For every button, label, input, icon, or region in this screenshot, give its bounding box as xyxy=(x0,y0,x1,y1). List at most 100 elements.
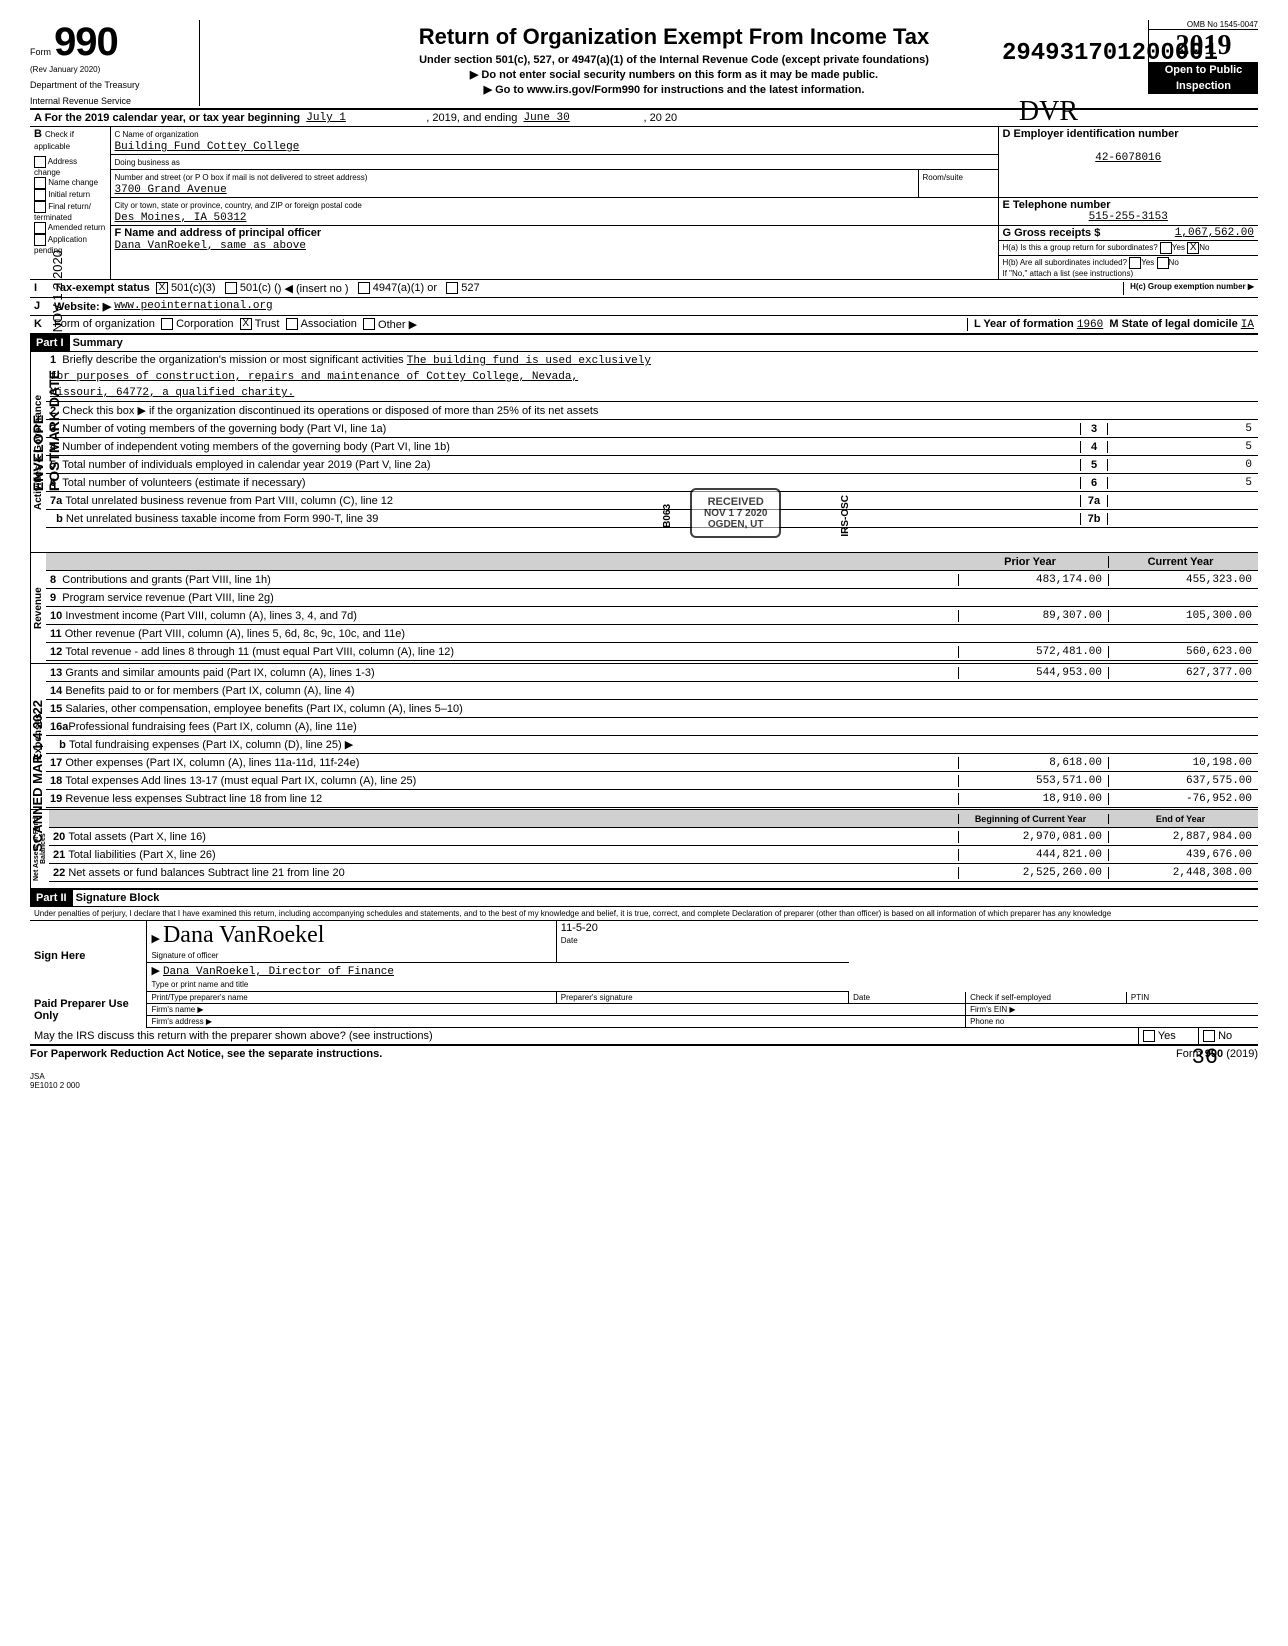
officer-signature: Dana VanRoekel xyxy=(163,922,325,948)
line1-text2: for purposes of construction, repairs an… xyxy=(46,369,1258,385)
street-value: 3700 Grand Avenue xyxy=(115,184,227,196)
ptin-label: PTIN xyxy=(1126,992,1258,1004)
discuss-yes[interactable] xyxy=(1143,1030,1155,1042)
part-ii-title: Signature Block xyxy=(76,892,160,904)
line20: Total assets (Part X, line 16) xyxy=(68,831,206,843)
p8: 483,174.00 xyxy=(958,574,1108,586)
p21: 444,821.00 xyxy=(958,849,1108,861)
check-amended[interactable]: Amended return xyxy=(34,222,106,234)
year-formation: 1960 xyxy=(1077,319,1103,331)
p22: 2,525,260.00 xyxy=(958,867,1108,879)
page-number: 36 xyxy=(1192,1045,1218,1070)
c17: 10,198.00 xyxy=(1108,757,1258,769)
line17: Other expenses (Part IX, column (A), lin… xyxy=(65,757,359,769)
initials-handwritten: DVR xyxy=(1019,96,1078,128)
ein-value: 42-6078016 xyxy=(1003,152,1255,164)
section-f-label: F Name and address of principal officer xyxy=(115,227,322,239)
line9: Program service revenue (Part VIII, line… xyxy=(62,592,274,604)
check-final[interactable]: Final return/ terminated xyxy=(34,201,106,222)
check-527[interactable] xyxy=(446,282,458,294)
side-revenue: Revenue xyxy=(30,553,46,663)
p10: 89,307.00 xyxy=(958,610,1108,622)
website-value: www.peointernational.org xyxy=(114,300,272,313)
check-501c[interactable] xyxy=(225,282,237,294)
check-4947[interactable] xyxy=(358,282,370,294)
ha-yes[interactable] xyxy=(1160,242,1172,254)
check-assoc[interactable] xyxy=(286,318,298,330)
val6: 5 xyxy=(1108,477,1258,489)
check-trust[interactable]: X xyxy=(240,318,252,330)
scanned-stamp: SCANNED MAR 1 4 2022 xyxy=(30,700,45,852)
line16a: Professional fundraising fees (Part IX, … xyxy=(68,721,356,733)
line11: Other revenue (Part VIII, column (A), li… xyxy=(65,628,405,640)
dba-label: Doing business as xyxy=(115,158,180,167)
part-i-header: Part I xyxy=(30,335,70,351)
irs-osc-stamp: IRS-OSC xyxy=(840,495,851,537)
form-title: Return of Organization Exempt From Incom… xyxy=(210,24,1138,50)
paid-preparer-label: Paid Preparer Use Only xyxy=(34,998,129,1022)
ha-no[interactable]: X xyxy=(1187,242,1199,254)
check-501c3[interactable]: X xyxy=(156,282,168,294)
postmark-date: NOV 1 2 2020 xyxy=(50,250,65,332)
check-corp[interactable] xyxy=(161,318,173,330)
room-label: Room/suite xyxy=(923,173,963,182)
check-pending[interactable]: Application pending xyxy=(34,234,106,255)
officer-name: Dana VanRoekel, same as above xyxy=(115,240,306,252)
eoy-header: End of Year xyxy=(1108,814,1258,824)
val5: 0 xyxy=(1108,459,1258,471)
line-a-label: A For the 2019 calendar year, or tax yea… xyxy=(34,112,300,124)
jsa: JSA xyxy=(30,1072,1258,1081)
line15: Salaries, other compensation, employee b… xyxy=(65,703,462,715)
val4: 5 xyxy=(1108,441,1258,453)
received-stamp: RECEIVED NOV 1 7 2020 OGDEN, UT xyxy=(690,488,781,538)
subtitle-2: ▶ Do not enter social security numbers o… xyxy=(210,68,1138,81)
line-k-label: Form of organization xyxy=(54,318,155,331)
hb-yes[interactable] xyxy=(1129,257,1141,269)
check-other[interactable] xyxy=(363,318,375,330)
prep-name-label: Print/Type preparer's name xyxy=(147,992,556,1004)
section-ha-label: H(a) Is this a group return for subordin… xyxy=(1003,243,1158,252)
state-domicile: IA xyxy=(1241,319,1254,331)
check-address[interactable]: Address change xyxy=(34,156,106,177)
p19: 18,910.00 xyxy=(958,793,1108,805)
line18: Total expenses Add lines 13-17 (must equ… xyxy=(65,775,416,787)
city-value: Des Moines, IA 50312 xyxy=(115,212,247,224)
p20: 2,970,081.00 xyxy=(958,831,1108,843)
hb-no[interactable] xyxy=(1157,257,1169,269)
line1-text1: The building fund is used exclusively xyxy=(407,355,651,367)
section-b-label: B xyxy=(34,128,42,140)
c21: 439,676.00 xyxy=(1108,849,1258,861)
current-year-header: Current Year xyxy=(1108,556,1258,568)
sig-label: Signature of officer xyxy=(151,951,218,960)
line-a-mid: , 2019, and ending xyxy=(426,112,517,124)
check-initial[interactable]: Initial return xyxy=(34,189,106,201)
line-i-label: Tax-exempt status xyxy=(54,282,150,295)
firm-ein: Firm's EIN ▶ xyxy=(966,1004,1258,1016)
section-e-label: E Telephone number xyxy=(1003,199,1111,211)
line19: Revenue less expenses Subtract line 18 f… xyxy=(65,793,322,805)
check-name[interactable]: Name change xyxy=(34,177,106,189)
line-m-label: M State of legal domicile xyxy=(1109,318,1237,330)
c20: 2,887,984.00 xyxy=(1108,831,1258,843)
dept-irs: Internal Revenue Service xyxy=(30,96,191,106)
line7b: Net unrelated business taxable income fr… xyxy=(66,513,378,525)
section-g-label: G Gross receipts $ xyxy=(1003,227,1101,239)
c8: 455,323.00 xyxy=(1108,574,1258,586)
discuss-no[interactable] xyxy=(1203,1030,1215,1042)
line21: Total liabilities (Part X, line 26) xyxy=(68,849,215,861)
prior-year-header: Prior Year xyxy=(958,556,1108,568)
line16b: Total fundraising expenses (Part IX, col… xyxy=(69,739,353,751)
form-label: Form xyxy=(30,47,51,57)
typed-label: Type or print name and title xyxy=(151,980,248,989)
firm-addr: Firm's address ▶ xyxy=(147,1016,966,1028)
perjury-statement: Under penalties of perjury, I declare th… xyxy=(30,907,1258,921)
check-self-employed[interactable]: Check if self-employed xyxy=(966,992,1127,1004)
gross-receipts: 1,067,562.00 xyxy=(1175,227,1254,239)
val3: 5 xyxy=(1108,423,1258,435)
jsa-code: 9E1010 2 000 xyxy=(30,1081,1258,1090)
line-l-label: L Year of formation xyxy=(974,318,1074,330)
firm-phone: Phone no xyxy=(966,1016,1258,1028)
line14: Benefits paid to or for members (Part IX… xyxy=(65,685,354,697)
sig-date: 11-5-20 xyxy=(561,922,598,934)
subtitle-3: ▶ Go to www.irs.gov/Form990 for instruct… xyxy=(210,83,1138,96)
